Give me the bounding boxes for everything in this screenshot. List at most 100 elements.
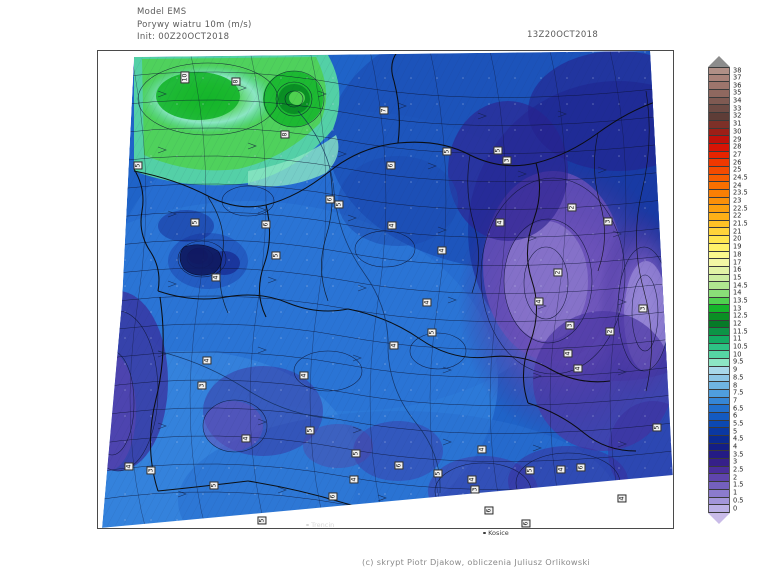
colorbar-tick-label: 29 (733, 134, 742, 143)
contour-value-label: 8 (280, 130, 290, 139)
init-time: Init: 00Z20OCT2018 (137, 32, 230, 42)
contour-value-label: 3 (638, 304, 648, 313)
colorbar-swatch: 11.5 (709, 327, 748, 337)
contour-value-label: 4 (241, 434, 251, 443)
colorbar-swatch: 18 (709, 250, 741, 260)
colorbar-tick-label: 17 (733, 257, 742, 266)
colorbar-tick-label: 25 (733, 165, 742, 174)
colorbar-tick-label: 28 (733, 142, 742, 151)
colorbar-swatch: 19 (709, 243, 741, 252)
colorbar-tick-label: 19 (733, 242, 742, 251)
colorbar-tick-label: 7 (733, 396, 738, 405)
colorbar-tick-label: 9 (733, 365, 738, 374)
contour-value-label: 6 (394, 461, 404, 470)
colorbar-tick-label: 4 (733, 442, 738, 451)
colorbar-tick-label: 0 (733, 503, 738, 512)
contour-value-label: 7 (379, 106, 389, 115)
contour-value-label: 5 (433, 469, 443, 478)
colorbar-swatch: 12.5 (709, 312, 748, 321)
city-label-kosice: Kosice (483, 529, 509, 537)
contour-value-label: 4 (349, 475, 359, 484)
colorbar-swatch: 31 (709, 120, 741, 129)
contour-value-label: 4 (389, 341, 399, 350)
contour-value-label: 2 (605, 327, 615, 336)
contour-value-label: 2 (567, 203, 577, 212)
contour-value-label: 4 (563, 349, 573, 358)
colorbar-tick-label: 7.5 (733, 388, 744, 397)
colorbar-swatch: 37 (709, 73, 741, 83)
colorbar-tick-label: 2 (733, 473, 738, 482)
city-dot (306, 523, 309, 527)
colorbar-swatch: 35 (709, 89, 741, 98)
colorbar-swatch: 15 (709, 273, 741, 283)
contour-value-label: 4 (422, 298, 432, 307)
colorbar-swatch: 26 (709, 158, 741, 167)
contour-value-label: 6 (325, 195, 335, 204)
colorbar-tick-label: 22.5 (733, 204, 748, 213)
colorbar-swatch: 20 (709, 235, 741, 244)
colorbar-swatch: 3 (709, 458, 737, 467)
contour-value-label: 4 (477, 445, 487, 454)
colorbar-swatch: 8.5 (709, 373, 744, 383)
colorbar-swatch: 3.5 (709, 450, 744, 460)
contour-value-label: 3 (565, 321, 575, 330)
contour-value-label: 3 (470, 485, 480, 494)
colorbar-tick-label: 13.5 (733, 296, 748, 305)
colorbar-tick-label: 34 (733, 96, 742, 105)
colorbar-cap-bottom (708, 512, 730, 524)
colorbar-tick-label: 10 (733, 350, 742, 359)
field-description: Porywy wiatru 10m (m/s) (137, 20, 252, 30)
contour-value-label: 5 (525, 466, 535, 475)
colorbar-tick-label: 11 (733, 334, 742, 343)
colorbar-tick-label: 1.5 (733, 480, 744, 489)
contour-value-label: 5 (493, 146, 503, 155)
contour-value-label: 4 (299, 371, 309, 380)
colorbar-tick-label: 30 (733, 127, 742, 136)
colorbar-tick-label: 26 (733, 157, 742, 166)
colorbar-swatch: 27 (709, 150, 741, 160)
contour-value-label: 8 (231, 77, 241, 86)
contour-value-label: 4 (495, 218, 505, 227)
contour-value-label: 5 (305, 426, 315, 435)
colorbar-tick-label: 33 (733, 104, 742, 113)
contour-value-label: 5 (133, 161, 143, 170)
colorbar-tick-label: 4.5 (733, 434, 744, 443)
colorbar-tick-label: 23.5 (733, 188, 748, 197)
map-plot-frame: 10 8 5 8 7 6 5 6 6 5 4 5 4 5 4 2 4 3 4 2 4 5 4 4 3 4 5 4 4 3 5 4 6 5 4 6 4 5 4… (97, 50, 674, 529)
colorbar-tick-label: 8.5 (733, 373, 744, 382)
colorbar-swatch: 32 (709, 112, 741, 121)
colorbar-swatch: 7 (709, 396, 737, 406)
contour-value-label: 6 (576, 463, 586, 472)
colorbar-tick-label: 22 (733, 211, 742, 220)
colorbar-swatch: 10 (709, 350, 741, 360)
colorbar-swatch: 4 (709, 442, 737, 452)
colorbar-swatch: 7.5 (709, 389, 744, 398)
colorbar-swatch: 23 (709, 196, 741, 206)
colorbar-swatch: 13 (709, 304, 741, 313)
credit-line: (c) skrypt Piotr Djakow, obliczenia Juli… (362, 557, 591, 567)
colorbar-tick-label: 16 (733, 265, 742, 274)
contour-value-label: 3 (197, 381, 207, 390)
colorbar-tick-label: 31 (733, 119, 742, 128)
contour-value-label: 3 (146, 466, 156, 475)
colorbar-tick-label: 15 (733, 273, 742, 282)
city-name: Kosice (488, 529, 509, 537)
contour-value-label: 4 (556, 465, 566, 474)
contour-value-label: 5 (190, 218, 200, 227)
colorbar-swatch: 22 (709, 212, 741, 221)
colorbar-swatch: 8 (709, 381, 737, 390)
colorbar-tick-label: 24.5 (733, 173, 748, 182)
colorbar-swatch: 17 (709, 258, 741, 267)
colorbar-swatch: 38 (709, 66, 741, 75)
colorbar-swatch: 30 (709, 127, 741, 137)
city-dot (483, 531, 486, 535)
colorbar-swatch: 1.5 (709, 481, 744, 490)
colorbar-swatch: 12 (709, 319, 741, 329)
colorbar-tick-label: 6 (733, 411, 738, 420)
contour-value-label: 4 (534, 297, 544, 306)
colorbar-tick-label: 14 (733, 288, 742, 297)
colorbar-swatch: 25 (709, 166, 741, 175)
colorbar-tick-label: 23 (733, 196, 742, 205)
colorbar-swatch: 0.5 (709, 496, 744, 506)
model-name: Model EMS (137, 7, 187, 17)
